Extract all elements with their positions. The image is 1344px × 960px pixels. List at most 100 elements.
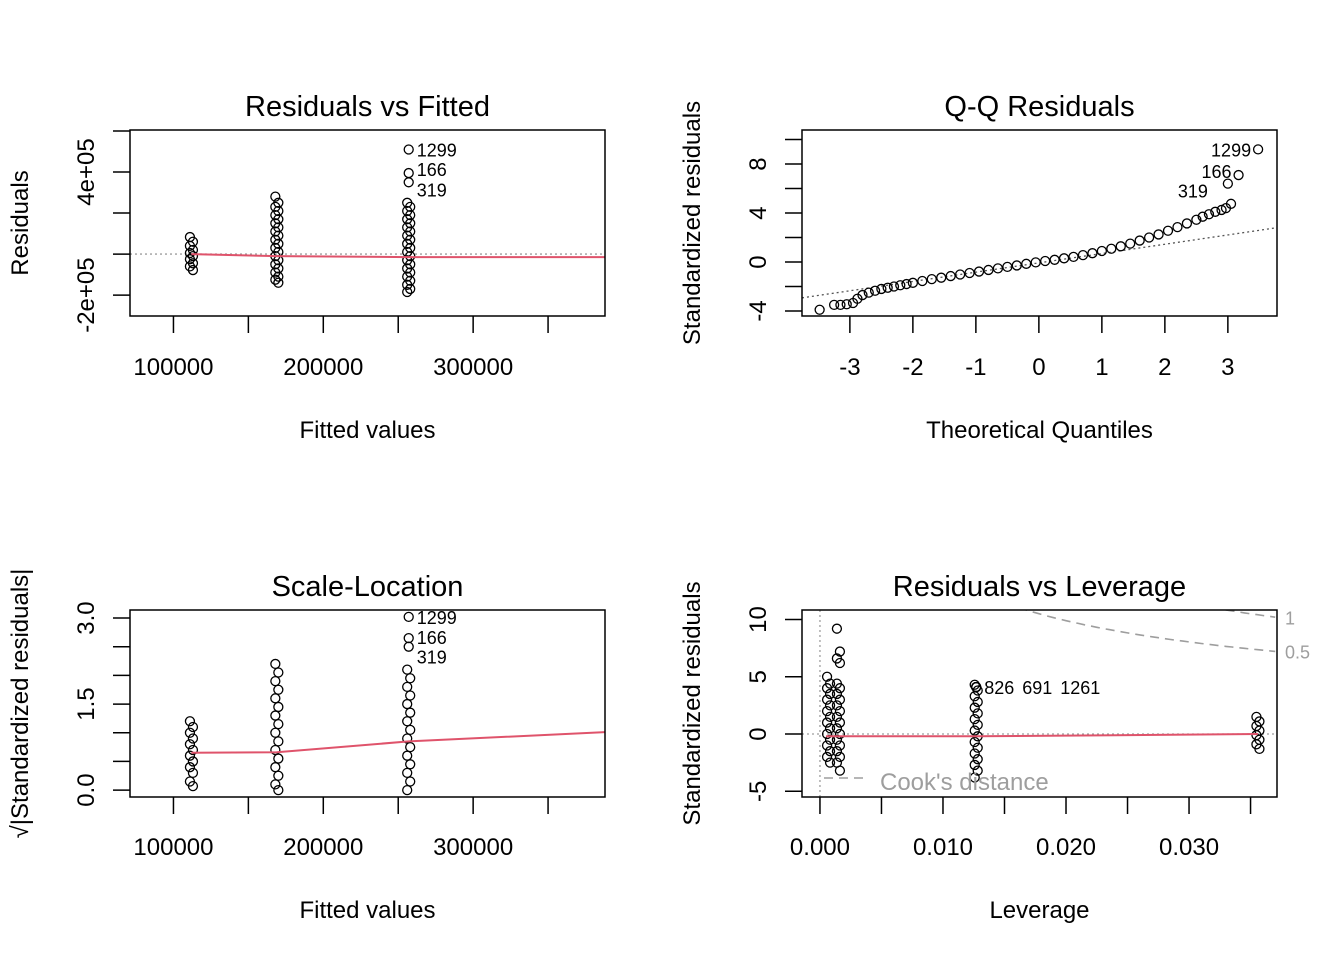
data-point: [973, 266, 985, 277]
data-point: [972, 754, 983, 765]
chart-title: Residuals vs Fitted: [245, 91, 490, 123]
data-point: [1203, 209, 1215, 220]
data-point: [907, 277, 919, 288]
data-point: [821, 717, 833, 728]
plot-area: [802, 144, 1277, 315]
data-point: [936, 272, 947, 283]
x-tick-label: -3: [839, 354, 860, 381]
y-tick-label: -4: [745, 300, 772, 321]
cooks-level-label: 0.5: [1285, 643, 1310, 663]
data-point: [972, 765, 983, 776]
x-tick-label: 1: [1095, 354, 1108, 381]
data-point: [824, 711, 836, 722]
outlier-label: 166: [1202, 162, 1232, 182]
data-point: [926, 273, 937, 285]
legend-label: Cook's distance: [880, 769, 1049, 796]
x-tick-label: -1: [965, 354, 986, 381]
plot-area: [802, 610, 1277, 797]
x-tick-label: 2: [1158, 354, 1171, 381]
data-point: [184, 247, 196, 259]
data-point: [187, 258, 199, 269]
data-point: [834, 751, 846, 763]
cooks-level-label: 1: [1285, 608, 1295, 628]
data-point: [969, 748, 980, 759]
data-point: [270, 274, 281, 285]
data-point: [184, 762, 196, 773]
x-tick-label: 0.000: [790, 834, 850, 861]
data-point: [834, 657, 846, 669]
data-point: [270, 191, 281, 202]
data-point: [403, 144, 414, 155]
x-tick-label: 100000: [133, 354, 213, 381]
outlier-label: 1299: [417, 608, 457, 628]
data-point: [831, 734, 843, 745]
data-point: [831, 700, 843, 711]
data-point: [969, 713, 980, 725]
data-point: [1153, 229, 1164, 240]
data-point: [273, 271, 284, 282]
chart-title: Scale-Location: [272, 571, 464, 603]
data-point: [972, 696, 983, 708]
plot-frame: [801, 609, 1278, 798]
x-tick-label: 0.020: [1036, 834, 1096, 861]
data-point: [1181, 218, 1193, 229]
y-tick-label: 0: [745, 255, 772, 268]
data-point: [1096, 245, 1108, 257]
data-point: [821, 740, 833, 751]
chart-title: Q-Q Residuals: [944, 91, 1134, 123]
panel-1: Residuals vs Fitted Fitted values Residual…: [7, 91, 606, 444]
data-point: [1191, 214, 1202, 225]
qq-reference-line: [802, 227, 1277, 299]
data-point: [1058, 253, 1070, 264]
data-point: [187, 250, 199, 262]
data-point: [821, 683, 833, 694]
plot-frame: [129, 129, 606, 317]
data-point: [1172, 221, 1183, 233]
y-tick-label: 8: [745, 157, 772, 170]
data-point: [184, 750, 196, 761]
data-point: [983, 264, 994, 276]
data-point: [1011, 260, 1022, 271]
data-point: [184, 739, 196, 750]
data-point: [828, 299, 840, 311]
data-point: [402, 286, 413, 298]
y-tick-label: 4e+05: [73, 138, 100, 205]
y-axis-label: Standardized residuals: [679, 101, 706, 345]
data-point: [270, 779, 281, 790]
data-point: [1210, 206, 1221, 217]
y-axis-label: Residuals: [7, 170, 34, 275]
data-point: [273, 784, 284, 796]
outlier-label: 1261: [1060, 678, 1100, 698]
data-point: [405, 283, 416, 295]
y-tick-label: 0.0: [73, 773, 100, 806]
data-point: [1225, 198, 1237, 209]
data-point: [969, 679, 980, 690]
data-point: [901, 278, 912, 290]
panel-3: Scale-Location Fitted values √|Standardize…: [7, 569, 606, 924]
outlier-label: 1299: [1211, 140, 1251, 160]
y-axis-label: Standardized residuals: [679, 581, 706, 825]
outlier-label: 319: [417, 180, 447, 200]
panel-4: Residuals vs Leverage Leverage Standardize…: [679, 571, 1310, 924]
x-tick-label: -2: [902, 354, 923, 381]
data-point: [1049, 254, 1060, 265]
data-point: [1197, 211, 1208, 222]
data-point: [954, 269, 966, 280]
x-tick-label: 300000: [433, 834, 513, 861]
outlier-label: 826: [984, 678, 1014, 698]
x-tick-label: 0.010: [913, 834, 973, 861]
y-tick-label: -5: [745, 781, 772, 802]
plot-area: [184, 611, 605, 796]
x-tick-label: 0: [1032, 354, 1045, 381]
data-point: [969, 702, 980, 713]
data-point: [895, 280, 906, 291]
chart-title: Residuals vs Leverage: [893, 571, 1186, 603]
x-tick-label: 200000: [283, 834, 363, 861]
data-point: [403, 641, 414, 652]
data-point: [1077, 249, 1089, 261]
data-point: [187, 721, 199, 733]
data-point: [1087, 248, 1098, 259]
data-point: [187, 780, 199, 792]
data-point: [834, 646, 846, 657]
